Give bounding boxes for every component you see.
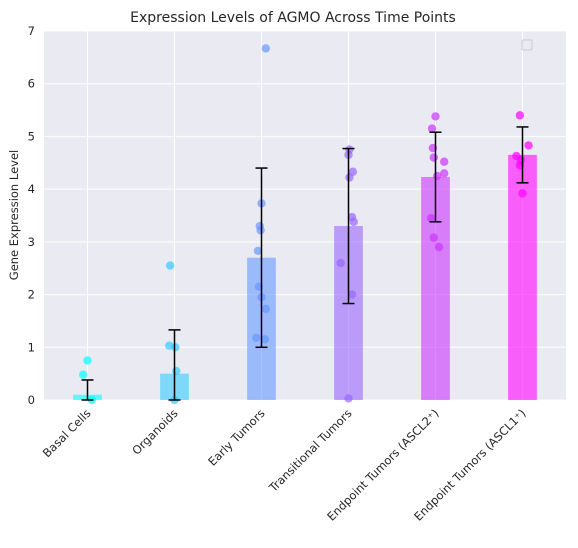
plot-background — [44, 31, 566, 400]
data-point — [524, 141, 533, 150]
x-tick-label: Early Tumors — [205, 406, 267, 468]
data-point — [345, 173, 354, 182]
data-point — [78, 370, 88, 379]
y-tick-label: 2 — [28, 288, 35, 302]
data-point — [261, 44, 271, 53]
data-point — [261, 304, 271, 314]
data-point — [434, 242, 444, 252]
data-point — [336, 258, 345, 268]
legend-box — [521, 39, 533, 51]
data-point — [431, 112, 440, 121]
x-tick-label: Basal Cells — [40, 406, 94, 460]
data-point — [433, 171, 442, 181]
y-tick-label: 7 — [28, 24, 35, 38]
y-tick-label: 3 — [28, 235, 35, 249]
data-point — [440, 157, 449, 166]
data-point — [515, 111, 525, 120]
data-point — [349, 217, 358, 227]
data-point — [172, 366, 181, 376]
data-point — [256, 226, 265, 235]
data-point — [260, 335, 270, 344]
data-point — [440, 169, 449, 178]
data-point — [253, 246, 263, 256]
data-point — [347, 290, 357, 299]
y-tick-label: 0 — [28, 393, 35, 407]
data-point — [429, 153, 438, 162]
y-axis-label: Gene Expression Level — [7, 150, 21, 280]
x-tick-label: Organoids — [129, 406, 180, 457]
data-point — [427, 124, 437, 133]
y-tick-label: 1 — [28, 340, 35, 354]
data-point — [165, 261, 175, 270]
data-point — [518, 189, 527, 198]
data-point — [171, 343, 180, 352]
data-point — [344, 394, 353, 403]
y-tick-label: 6 — [28, 77, 35, 91]
data-point — [426, 213, 436, 223]
data-point — [429, 233, 438, 242]
y-tick-label: 4 — [28, 182, 35, 196]
data-point — [83, 356, 92, 365]
data-point — [252, 333, 261, 342]
chart-title: Expression Levels of AGMO Across Time Po… — [130, 10, 456, 26]
x-tick-label: Transitional Tumors — [265, 406, 354, 495]
y-tick-label: 5 — [28, 129, 35, 143]
